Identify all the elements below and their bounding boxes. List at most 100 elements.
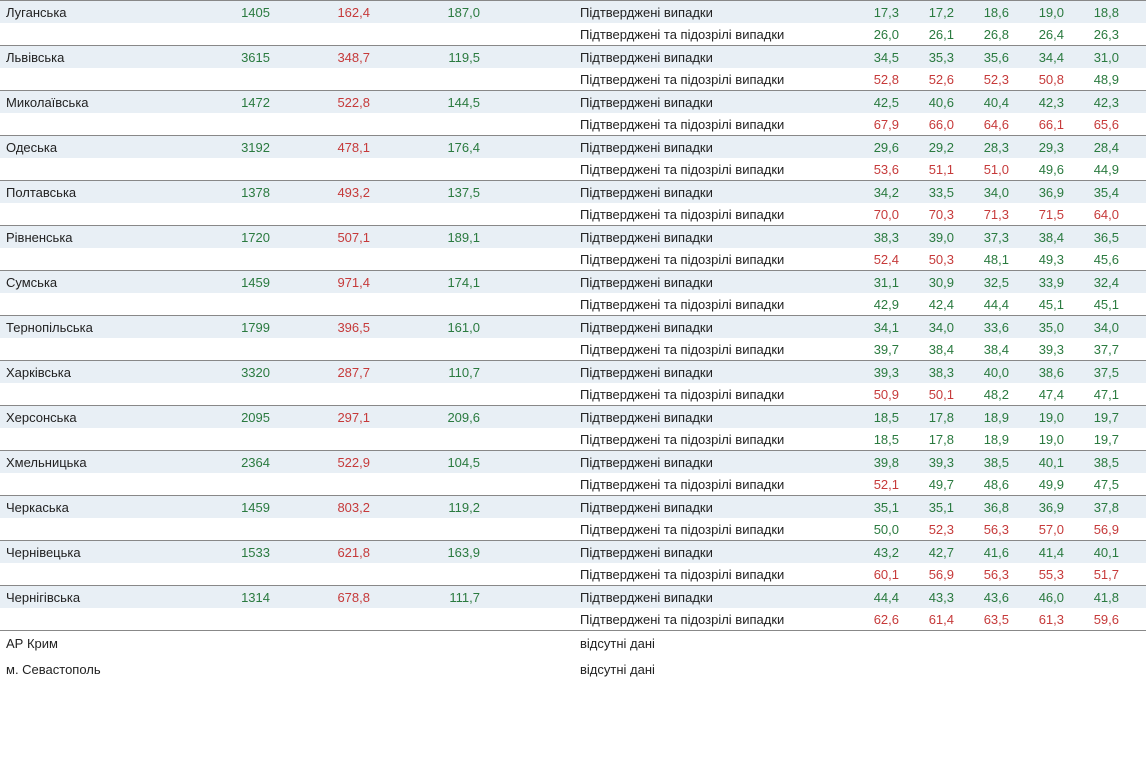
- confirmed-value: 39,3: [850, 365, 905, 380]
- value-3: 111,7: [390, 590, 500, 605]
- suspected-value: 50,8: [1015, 72, 1070, 87]
- region-group: Чернівецька1533621,8163,9Підтверджені ви…: [0, 540, 1146, 585]
- confirmed-label: Підтверджені випадки: [500, 185, 850, 200]
- suspected-value: 52,8: [850, 72, 905, 87]
- nodata-text: відсутні дані: [580, 636, 655, 651]
- value-3: 176,4: [390, 140, 500, 155]
- confirmed-value: 36,8: [960, 500, 1015, 515]
- suspected-value: 17,8: [905, 432, 960, 447]
- confirmed-label: Підтверджені випадки: [500, 455, 850, 470]
- confirmed-value: 38,5: [960, 455, 1015, 470]
- confirmed-value: 40,4: [960, 95, 1015, 110]
- value-3: 209,6: [390, 410, 500, 425]
- confirmed-value: 33,5: [905, 185, 960, 200]
- suspected-value: 66,1: [1015, 117, 1070, 132]
- suspected-value: 70,0: [850, 207, 905, 222]
- region-row-top: Харківська3320287,7110,7Підтверджені вип…: [0, 361, 1146, 383]
- confirmed-value: 36,5: [1070, 230, 1125, 245]
- suspected-value: 26,4: [1015, 27, 1070, 42]
- confirmed-value: 35,1: [850, 500, 905, 515]
- suspected-label: Підтверджені та підозрілі випадки: [500, 522, 850, 537]
- region-group: Харківська3320287,7110,7Підтверджені вип…: [0, 360, 1146, 405]
- confirmed-value: 34,0: [1070, 320, 1125, 335]
- region-group: Львівська3615348,7119,5Підтверджені випа…: [0, 45, 1146, 90]
- region-name: Сумська: [0, 275, 195, 290]
- nodata-region-name: АР Крим: [0, 636, 580, 651]
- region-row-bottom: Підтверджені та підозрілі випадки50,950,…: [0, 383, 1146, 405]
- region-row-top: Рівненська1720507,1189,1Підтверджені вип…: [0, 226, 1146, 248]
- confirmed-value: 33,6: [960, 320, 1015, 335]
- suspected-value: 48,1: [960, 252, 1015, 267]
- region-row-bottom: Підтверджені та підозрілі випадки18,517,…: [0, 428, 1146, 450]
- suspected-value: 62,6: [850, 612, 905, 627]
- confirmed-label: Підтверджені випадки: [500, 590, 850, 605]
- suspected-value: 50,9: [850, 387, 905, 402]
- suspected-value: 48,2: [960, 387, 1015, 402]
- value-2: 621,8: [290, 545, 390, 560]
- region-row-top: Хмельницька2364522,9104,5Підтверджені ви…: [0, 451, 1146, 473]
- suspected-value: 52,3: [960, 72, 1015, 87]
- region-name: Тернопільська: [0, 320, 195, 335]
- suspected-value: 49,3: [1015, 252, 1070, 267]
- confirmed-value: 35,0: [1015, 320, 1070, 335]
- suspected-value: 50,3: [905, 252, 960, 267]
- suspected-value: 39,7: [850, 342, 905, 357]
- suspected-value: 56,9: [1070, 522, 1125, 537]
- confirmed-value: 17,2: [905, 5, 960, 20]
- confirmed-value: 43,6: [960, 590, 1015, 605]
- region-name: Рівненська: [0, 230, 195, 245]
- suspected-value: 57,0: [1015, 522, 1070, 537]
- suspected-label: Підтверджені та підозрілі випадки: [500, 207, 850, 222]
- suspected-label: Підтверджені та підозрілі випадки: [500, 117, 850, 132]
- region-row-top: Тернопільська1799396,5161,0Підтверджені …: [0, 316, 1146, 338]
- value-2: 493,2: [290, 185, 390, 200]
- region-row-bottom: Підтверджені та підозрілі випадки53,651,…: [0, 158, 1146, 180]
- value-3: 144,5: [390, 95, 500, 110]
- suspected-value: 48,9: [1070, 72, 1125, 87]
- confirmed-value: 35,4: [1070, 185, 1125, 200]
- value-1: 1533: [195, 545, 290, 560]
- value-1: 1720: [195, 230, 290, 245]
- region-row-bottom: Підтверджені та підозрілі випадки67,966,…: [0, 113, 1146, 135]
- value-2: 287,7: [290, 365, 390, 380]
- confirmed-value: 46,0: [1015, 590, 1070, 605]
- region-group: Одеська3192478,1176,4Підтверджені випадк…: [0, 135, 1146, 180]
- suspected-value: 38,4: [905, 342, 960, 357]
- region-row-top: Черкаська1459803,2119,2Підтверджені випа…: [0, 496, 1146, 518]
- region-name: Львівська: [0, 50, 195, 65]
- confirmed-value: 34,5: [850, 50, 905, 65]
- suspected-value: 42,9: [850, 297, 905, 312]
- region-row-top: Одеська3192478,1176,4Підтверджені випадк…: [0, 136, 1146, 158]
- region-row-bottom: Підтверджені та підозрілі випадки39,738,…: [0, 338, 1146, 360]
- value-2: 297,1: [290, 410, 390, 425]
- suspected-value: 49,7: [905, 477, 960, 492]
- region-name: Одеська: [0, 140, 195, 155]
- region-row-bottom: Підтверджені та підозрілі випадки26,026,…: [0, 23, 1146, 45]
- confirmed-label: Підтверджені випадки: [500, 140, 850, 155]
- region-name: Чернівецька: [0, 545, 195, 560]
- suspected-value: 51,1: [905, 162, 960, 177]
- value-1: 1799: [195, 320, 290, 335]
- confirmed-value: 29,6: [850, 140, 905, 155]
- region-row-top: Миколаївська1472522,8144,5Підтверджені в…: [0, 91, 1146, 113]
- value-2: 803,2: [290, 500, 390, 515]
- confirmed-value: 28,3: [960, 140, 1015, 155]
- suspected-value: 39,3: [1015, 342, 1070, 357]
- suspected-value: 38,4: [960, 342, 1015, 357]
- confirmed-value: 39,8: [850, 455, 905, 470]
- suspected-label: Підтверджені та підозрілі випадки: [500, 477, 850, 492]
- value-2: 971,4: [290, 275, 390, 290]
- confirmed-value: 34,2: [850, 185, 905, 200]
- suspected-value: 49,9: [1015, 477, 1070, 492]
- confirmed-value: 31,1: [850, 275, 905, 290]
- region-name: Харківська: [0, 365, 195, 380]
- value-1: 3615: [195, 50, 290, 65]
- nodata-row: АР Кримвідсутні дані: [0, 630, 1146, 656]
- value-3: 187,0: [390, 5, 500, 20]
- region-row-bottom: Підтверджені та підозрілі випадки70,070,…: [0, 203, 1146, 225]
- suspected-value: 52,1: [850, 477, 905, 492]
- suspected-value: 44,4: [960, 297, 1015, 312]
- suspected-value: 60,1: [850, 567, 905, 582]
- suspected-value: 37,7: [1070, 342, 1125, 357]
- confirmed-value: 38,3: [850, 230, 905, 245]
